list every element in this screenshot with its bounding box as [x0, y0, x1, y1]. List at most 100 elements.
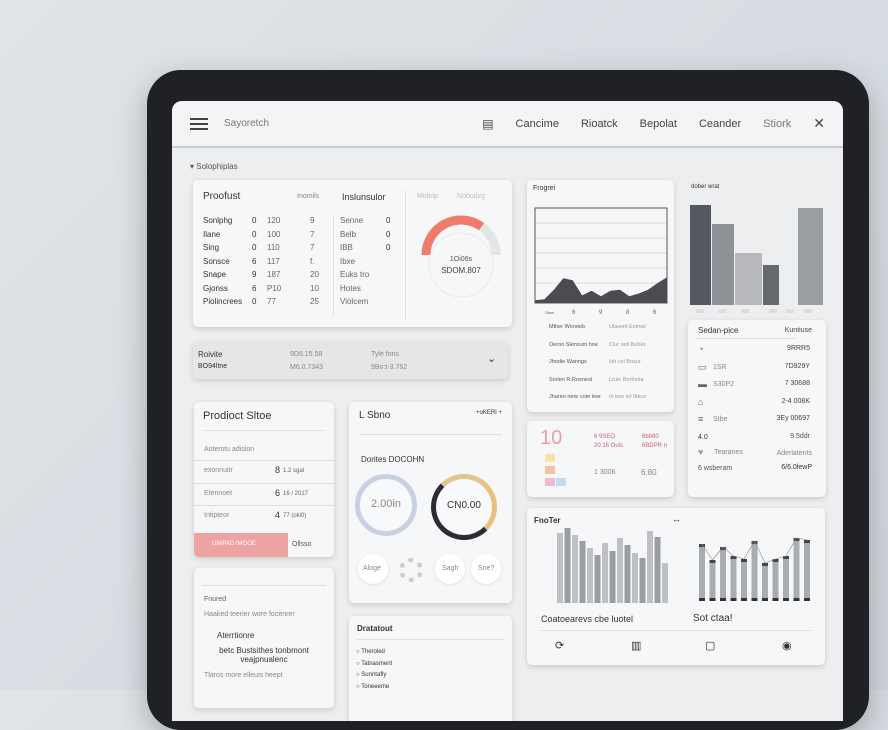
- column-chart: [699, 537, 810, 601]
- bar-base: [793, 598, 800, 601]
- bar: [572, 535, 578, 603]
- x-tick: [741, 309, 749, 313]
- bar-base: [772, 598, 779, 601]
- bar: [662, 563, 668, 603]
- x-tick: [786, 309, 794, 313]
- stat-value: 6/6.0lewP: [781, 464, 812, 471]
- legend-value: Clur setl Bebkx: [609, 341, 646, 348]
- bar-cap: [751, 541, 758, 544]
- bar-chart: [690, 205, 823, 313]
- row-label: Intipteor: [204, 512, 230, 519]
- divider: [357, 639, 504, 640]
- row-value: 3Ey 00697: [776, 415, 810, 422]
- close-icon[interactable]: ✕: [813, 115, 825, 131]
- cell: 20: [310, 270, 319, 279]
- move-icon[interactable]: [399, 558, 423, 582]
- histogram-chart: [557, 528, 668, 603]
- gauge-ring: [428, 232, 494, 298]
- nav-item-5[interactable]: Stiork: [763, 117, 792, 130]
- row-label: Piolincrees: [203, 297, 243, 306]
- row-label: Etennoet: [204, 489, 233, 497]
- bar: [712, 224, 734, 305]
- refresh-icon[interactable]: ⟳: [555, 640, 565, 652]
- cell: 9: [310, 216, 315, 225]
- bar: [798, 208, 823, 305]
- cell: 110: [267, 243, 280, 252]
- secondary-button[interactable]: Ollsso: [292, 541, 312, 548]
- chip-label: Sne?: [478, 565, 495, 572]
- legend-label: Mther Worsteb: [549, 324, 585, 330]
- col-header: Inomils: [297, 193, 320, 200]
- bar: [735, 253, 762, 305]
- document-icon[interactable]: ▤: [482, 116, 494, 131]
- tablet-icon[interactable]: ▢: [705, 640, 716, 652]
- radio-option[interactable]: ○ Theroled: [356, 649, 385, 655]
- col-header: Moltrip: [417, 193, 439, 200]
- legend-label: Oeron Slensum hoe: [549, 341, 598, 348]
- bar-chart-title: dober wrat: [691, 184, 720, 190]
- nav-item-3[interactable]: Bepolat: [639, 117, 677, 130]
- chip[interactable]: Aloge: [358, 554, 388, 584]
- expand-icon[interactable]: ↔: [672, 514, 681, 524]
- x-tick: [718, 309, 726, 313]
- chevron-down-icon[interactable]: ⌄: [487, 353, 497, 365]
- row-icon: ≡: [698, 414, 704, 424]
- summary-bar: Roivite BO94ltne 9D6.15.58 M6.0.7343 Tyl…: [193, 342, 508, 379]
- bar-chart-icon[interactable]: ▥: [631, 640, 642, 652]
- bar-cap: [804, 540, 810, 543]
- table-panel: Proofust Inomils Inslunsulor Moltrip Nob…: [193, 180, 512, 327]
- ring-badge: +oKERI +: [475, 410, 502, 416]
- x-tick-label: 6: [572, 310, 576, 316]
- summary-value: M6.0.7343: [290, 364, 324, 371]
- bar: [609, 551, 616, 603]
- section-label: ▾ Solophiplas: [190, 162, 238, 171]
- user-circle-icon[interactable]: ◉: [782, 640, 792, 652]
- summary-value: 9D6.15.58: [290, 351, 323, 358]
- divider: [541, 630, 811, 631]
- chip[interactable]: Sne?: [471, 554, 501, 584]
- heart-icon[interactable]: ♥: [698, 447, 704, 457]
- text-subheading: Haaked teerier wore focenrer: [204, 611, 295, 618]
- bottom-chart-panel: FnoTer ↔ Coatoearevs cbe luotel Sot ctaa…: [527, 508, 825, 665]
- cell: 0: [252, 297, 257, 306]
- divider: [202, 585, 326, 586]
- radio-option[interactable]: ○ Toneeeme: [356, 683, 390, 690]
- col-header: Nobudzg: [457, 193, 486, 200]
- list-title: Dratatout: [357, 624, 393, 633]
- x-tick: [804, 309, 812, 313]
- cell: 0: [386, 243, 391, 252]
- row-label: exonnuitr: [204, 467, 233, 474]
- chart-caption: Coatoearevs cbe luotel: [541, 614, 634, 624]
- bar-cap: [762, 563, 768, 566]
- radio-option[interactable]: ○ Sunntafly: [356, 672, 387, 678]
- nav-item-1[interactable]: Cancime: [515, 117, 559, 130]
- primary-button[interactable]: UNIPAD IMOOE: [194, 533, 288, 557]
- bar-base: [751, 598, 758, 601]
- row-icon: ▬: [698, 379, 707, 389]
- bar-base: [730, 598, 737, 601]
- bar-base: [709, 598, 716, 601]
- summary-label: BO94ltne: [198, 363, 228, 370]
- bar: [804, 540, 810, 600]
- text-body: betc Bustsithes tonbmont veajpnualenc: [219, 646, 309, 664]
- hamburger-menu-icon[interactable]: [190, 117, 208, 130]
- ring-title: L Sbno: [359, 410, 391, 421]
- bar: [594, 555, 601, 603]
- nav-item-4[interactable]: Ceander: [698, 117, 742, 130]
- text-footer: Tlaros more elleuis heept: [204, 672, 283, 679]
- ring-subtitle: Dorites DOCOHN: [361, 455, 425, 464]
- chip[interactable]: Sagh: [435, 554, 465, 584]
- nav-item-2[interactable]: Rioatck: [580, 117, 618, 130]
- chart-caption: Sot ctaa!: [693, 613, 733, 624]
- bar-cap: [793, 538, 800, 541]
- bar: [730, 556, 737, 600]
- ring-chart-2: CN0.00: [431, 474, 497, 540]
- cell: 7: [310, 243, 315, 252]
- radio-option[interactable]: ○ Tatnasment: [356, 660, 393, 667]
- tile-text: 20 16 Ouls: [594, 443, 624, 449]
- tile-text: 6BDPR n: [642, 443, 668, 449]
- legend-label: Jhodie Wanngs: [549, 359, 587, 365]
- bar: [751, 541, 758, 600]
- row-label: Sing: [203, 243, 220, 252]
- row-value: 77 (oki0): [283, 513, 307, 519]
